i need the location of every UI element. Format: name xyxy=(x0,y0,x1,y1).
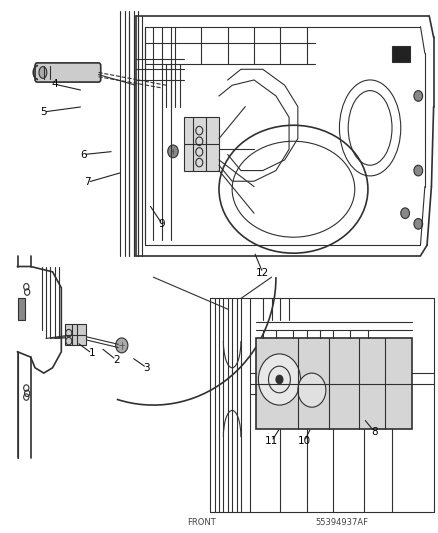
Text: 3: 3 xyxy=(143,363,150,373)
Text: 1: 1 xyxy=(88,349,95,358)
FancyBboxPatch shape xyxy=(35,63,101,82)
Text: 12: 12 xyxy=(256,268,269,278)
Circle shape xyxy=(298,373,326,407)
Text: 6: 6 xyxy=(80,150,87,159)
Text: 55394937AF: 55394937AF xyxy=(315,518,368,527)
FancyBboxPatch shape xyxy=(65,324,86,345)
Ellipse shape xyxy=(39,67,47,78)
Circle shape xyxy=(258,354,300,405)
Circle shape xyxy=(414,91,423,101)
Text: 4: 4 xyxy=(51,79,58,89)
Circle shape xyxy=(401,208,410,219)
Text: FRONT: FRONT xyxy=(187,518,216,527)
Circle shape xyxy=(276,375,283,384)
Text: 9: 9 xyxy=(159,219,166,229)
Text: 7: 7 xyxy=(84,177,91,187)
Circle shape xyxy=(116,338,128,353)
FancyBboxPatch shape xyxy=(256,338,412,429)
Circle shape xyxy=(414,219,423,229)
Text: 10: 10 xyxy=(298,437,311,446)
Text: 11: 11 xyxy=(265,437,278,446)
Text: 2: 2 xyxy=(113,355,120,365)
Circle shape xyxy=(414,165,423,176)
Text: 5: 5 xyxy=(40,107,47,117)
FancyBboxPatch shape xyxy=(392,46,410,62)
FancyBboxPatch shape xyxy=(184,117,219,171)
Text: 8: 8 xyxy=(371,427,378,437)
Circle shape xyxy=(168,145,178,158)
FancyBboxPatch shape xyxy=(18,298,25,320)
